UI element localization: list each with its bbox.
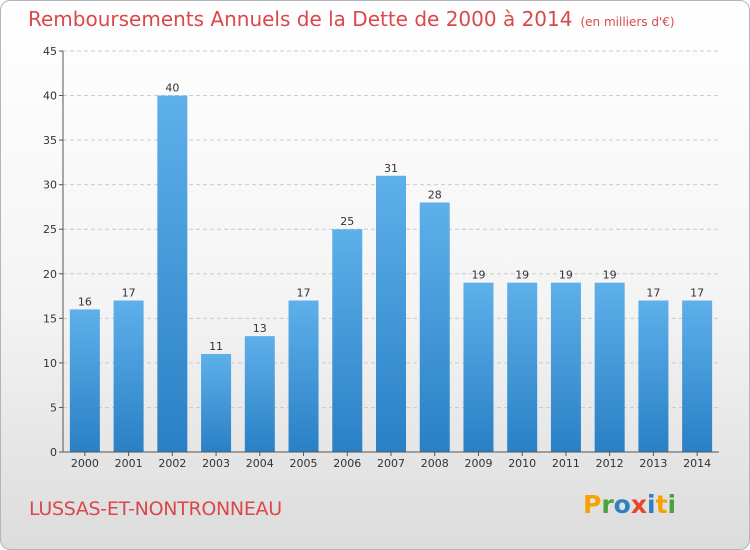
bars: [69, 95, 713, 453]
data-label-2001: 17: [122, 287, 136, 300]
bar-2010: [507, 282, 538, 452]
bar-2014: [682, 300, 713, 452]
bar-2002: [157, 95, 188, 453]
x-tick-label-2009: 2009: [464, 457, 492, 470]
x-tick-label-2000: 2000: [71, 457, 99, 470]
y-tick-label: 35: [43, 134, 57, 147]
x-tick-label-2005: 2005: [290, 457, 318, 470]
bar-2011: [550, 282, 581, 452]
x-tick-label-2008: 2008: [421, 457, 449, 470]
logo-letter: t: [655, 490, 668, 519]
chart-title-block: Remboursements Annuels de la Dette de 20…: [28, 7, 675, 31]
y-tick-label: 10: [43, 357, 57, 370]
logo-letter: r: [601, 490, 614, 519]
x-tick-label-2002: 2002: [158, 457, 186, 470]
data-label-2014: 17: [690, 287, 704, 300]
y-tick-label: 45: [43, 45, 57, 58]
logo-letter: i: [647, 490, 656, 519]
bar-2012: [594, 282, 625, 452]
logo-letter: i: [667, 490, 677, 519]
x-tick-label-2013: 2013: [639, 457, 667, 470]
chart-title: Remboursements Annuels de la Dette de 20…: [28, 7, 573, 31]
data-label-2004: 13: [253, 322, 267, 335]
y-tick-label: 25: [43, 223, 57, 236]
logo-letter: P: [583, 490, 602, 519]
bar-2008: [419, 202, 450, 452]
y-tick-label: 40: [43, 90, 57, 103]
data-label-2008: 28: [428, 188, 442, 201]
bar-2004: [244, 336, 275, 452]
x-tick-label-2007: 2007: [377, 457, 405, 470]
bar-2005: [288, 300, 319, 452]
proxiti-logo: Proxiti: [583, 490, 676, 519]
x-tick-label-2010: 2010: [508, 457, 536, 470]
y-tick-label: 15: [43, 312, 57, 325]
data-label-2012: 19: [603, 269, 617, 282]
data-label-2011: 19: [559, 269, 573, 282]
data-label-2006: 25: [340, 215, 354, 228]
bar-2006: [332, 229, 363, 452]
x-tick-label-2012: 2012: [596, 457, 624, 470]
y-tick-label: 0: [50, 446, 57, 459]
data-label-2013: 17: [646, 287, 660, 300]
data-label-2000: 16: [78, 295, 92, 308]
chart-subtitle: (en milliers d'€): [580, 15, 675, 29]
x-tick-label-2004: 2004: [246, 457, 274, 470]
x-tick-label-2006: 2006: [333, 457, 361, 470]
x-tick-label-2003: 2003: [202, 457, 230, 470]
bar-2007: [376, 175, 406, 452]
data-label-2003: 11: [209, 340, 223, 353]
labels: 0 5 10 15 20 25 30 35 40 45 16 2000 17 2001 40 2002 11 20…: [43, 45, 711, 470]
bar-2009: [463, 282, 494, 452]
x-tick-label-2011: 2011: [552, 457, 580, 470]
x-tick-label-2014: 2014: [683, 457, 711, 470]
axes: [59, 50, 719, 456]
logo-letter: x: [630, 490, 647, 519]
bar-2000: [69, 309, 100, 452]
data-label-2010: 19: [515, 269, 529, 282]
y-tick-label: 20: [43, 268, 57, 281]
data-label-2009: 19: [471, 269, 485, 282]
data-label-2005: 17: [297, 287, 311, 300]
data-label-2007: 31: [384, 162, 398, 175]
bar-2013: [638, 300, 669, 452]
y-tick-label: 30: [43, 179, 57, 192]
y-tick-label: 5: [50, 401, 57, 414]
x-tick-label-2001: 2001: [115, 457, 143, 470]
data-label-2002: 40: [165, 82, 179, 95]
bar-2001: [113, 300, 144, 452]
logo-letter: o: [613, 490, 631, 519]
bar-2003: [201, 353, 232, 452]
commune-name: LUSSAS-ET-NONTRONNEAU: [29, 498, 282, 520]
